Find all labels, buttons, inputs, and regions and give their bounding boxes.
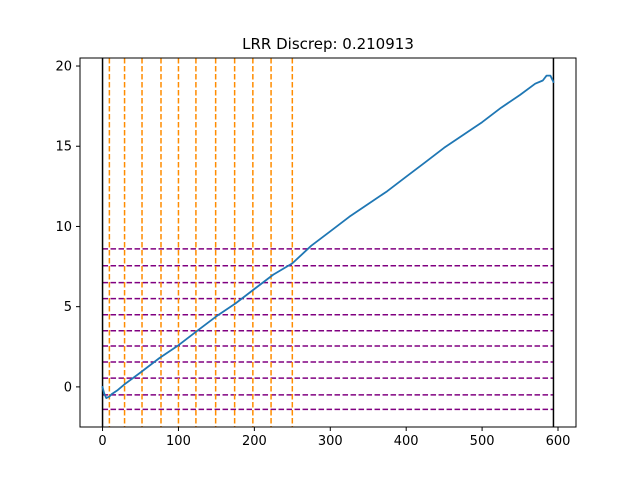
series-lines: [101, 74, 555, 399]
x-tick-label: 600: [546, 434, 571, 449]
y-tick-label: 0: [64, 380, 72, 395]
horizontal-marker-lines: [102, 248, 554, 411]
axes-frame: [79, 57, 577, 428]
x-tick-label: 100: [166, 434, 191, 449]
y-tick-label: 5: [64, 300, 72, 315]
x-tick-label: 200: [242, 434, 267, 449]
vertical-marker-lines: [108, 58, 294, 427]
x-tick-label: 300: [318, 434, 343, 449]
plot-area: [101, 58, 555, 427]
y-tick-label: 10: [55, 220, 72, 235]
y-tick-label: 15: [55, 140, 72, 155]
x-axis-ticks: 0 100 200 300 400 500 600: [98, 427, 570, 449]
y-axis-ticks: 0 5 10 15 20: [55, 60, 80, 395]
y-tick-label: 20: [55, 60, 72, 75]
x-tick-label: 0: [98, 434, 106, 449]
x-tick-label: 400: [394, 434, 419, 449]
boundary-lines: [101, 58, 555, 427]
series-line-0: [101, 74, 555, 399]
x-tick-label: 500: [470, 434, 495, 449]
chart-title: LRR Discrep: 0.210913: [242, 35, 414, 53]
